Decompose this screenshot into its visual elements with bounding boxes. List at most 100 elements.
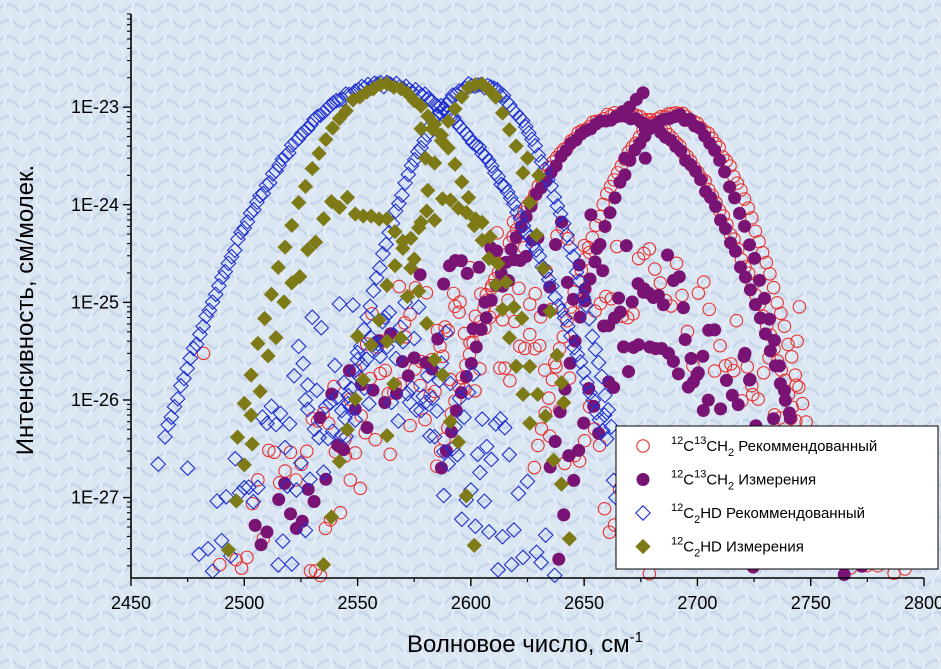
data-point (519, 473, 536, 490)
data-point (295, 355, 312, 372)
data-point (618, 168, 632, 182)
data-point (532, 338, 547, 353)
data-point (477, 148, 494, 165)
data-point (460, 266, 474, 280)
data-point (767, 412, 781, 426)
data-point (466, 537, 482, 553)
data-point (453, 511, 470, 528)
data-point (503, 374, 517, 388)
data-point (524, 237, 541, 254)
data-point (572, 443, 586, 457)
data-point (317, 398, 334, 415)
data-point (733, 206, 747, 220)
data-point (307, 495, 321, 509)
data-point (523, 297, 537, 312)
data-point (433, 133, 450, 149)
data-point (284, 507, 298, 521)
data-point (338, 428, 355, 445)
data-point (558, 227, 575, 244)
data-point (753, 273, 767, 287)
data-point (669, 256, 684, 271)
data-point (296, 123, 313, 140)
data-point (593, 368, 610, 385)
data-point (458, 488, 474, 504)
data-point (362, 298, 379, 315)
data-point (392, 330, 409, 346)
data-point (326, 357, 343, 374)
data-point (519, 150, 536, 166)
data-point (283, 137, 300, 154)
data-point (546, 188, 563, 205)
axes: 2450 2500 2550 2600 2650 2700 2750 2800 1E-27 1E-… (71, 13, 941, 613)
data-point (603, 418, 620, 435)
data-point (757, 291, 771, 305)
data-point (471, 464, 488, 481)
data-point (268, 162, 284, 179)
data-point (781, 337, 795, 352)
data-point (597, 501, 612, 516)
data-point (390, 413, 407, 430)
data-point (379, 211, 395, 227)
data-point (472, 260, 486, 274)
data-point (723, 180, 737, 194)
data-point (696, 349, 710, 363)
data-point (713, 153, 727, 167)
data-point (454, 254, 468, 268)
data-point (243, 367, 259, 383)
data-point (748, 298, 762, 312)
data-point (347, 391, 363, 407)
data-point (556, 330, 571, 344)
data-point (714, 402, 728, 416)
data-point (508, 358, 524, 374)
data-point (540, 271, 557, 288)
data-point (388, 350, 405, 367)
data-point (550, 297, 567, 314)
data-point (413, 402, 429, 419)
data-point (609, 110, 623, 124)
data-point (379, 333, 395, 349)
data-point (594, 422, 611, 439)
data-point (245, 493, 262, 510)
data-point (353, 481, 368, 496)
x-axis-title: Волновое число, см-1 (407, 629, 643, 658)
series-4 (220, 76, 578, 573)
data-point (738, 346, 752, 360)
data-point (293, 126, 310, 143)
data-point (313, 411, 327, 425)
data-point (561, 232, 575, 246)
data-point (240, 550, 254, 565)
data-point (360, 421, 374, 435)
data-point (447, 156, 463, 172)
data-point (176, 370, 192, 387)
data-point (200, 540, 217, 557)
data-point (469, 446, 486, 463)
data-point (308, 564, 323, 578)
data-point (447, 101, 463, 117)
data-point (179, 360, 196, 377)
y-tick-label: 1E-24 (71, 195, 119, 215)
data-point (515, 386, 531, 403)
data-point (301, 482, 315, 496)
series-3 (150, 74, 624, 584)
data-point (300, 444, 314, 458)
data-point (299, 120, 316, 137)
data-point (440, 455, 457, 472)
y-tick-label: 1E-23 (71, 97, 119, 117)
data-point (213, 532, 230, 549)
data-point (559, 318, 576, 335)
data-point (277, 147, 294, 164)
data-point (474, 214, 490, 230)
data-point (694, 173, 708, 187)
data-point (777, 384, 791, 398)
data-point (342, 364, 356, 378)
legend-marker (635, 505, 651, 521)
data-point (534, 422, 549, 436)
data-point (188, 336, 205, 353)
data-point (328, 92, 345, 109)
legend-marker (636, 472, 650, 486)
data-point (524, 131, 541, 148)
data-point (575, 364, 592, 381)
data-point (220, 255, 237, 272)
data-point (528, 242, 545, 259)
data-point (401, 369, 415, 383)
